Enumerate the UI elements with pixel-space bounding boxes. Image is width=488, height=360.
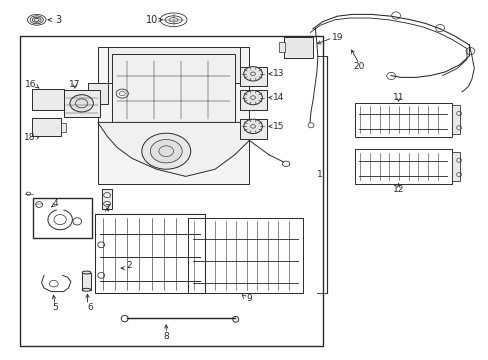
Text: 10: 10 <box>145 15 158 25</box>
Bar <box>102 189 112 209</box>
Bar <box>82 273 91 290</box>
Text: 1: 1 <box>317 170 323 179</box>
Ellipse shape <box>142 133 190 169</box>
Polygon shape <box>98 122 249 176</box>
Bar <box>98 47 249 184</box>
Bar <box>33 198 92 238</box>
Text: 20: 20 <box>353 62 365 71</box>
Bar <box>107 47 239 83</box>
Text: 2: 2 <box>126 261 132 270</box>
Bar <box>63 90 100 117</box>
Bar <box>32 118 61 136</box>
Ellipse shape <box>82 288 91 291</box>
Bar <box>95 214 205 293</box>
Bar <box>354 103 451 137</box>
Text: 16: 16 <box>24 80 36 89</box>
Bar <box>451 152 459 181</box>
Ellipse shape <box>243 90 262 105</box>
Text: 9: 9 <box>246 294 252 302</box>
Ellipse shape <box>243 67 262 81</box>
Bar <box>451 105 459 134</box>
Bar <box>188 218 303 293</box>
Ellipse shape <box>82 271 91 274</box>
Text: 13: 13 <box>272 69 284 78</box>
Bar <box>32 89 63 110</box>
Text: 4: 4 <box>52 199 58 208</box>
Bar <box>20 36 322 346</box>
Bar <box>354 149 451 184</box>
Text: 6: 6 <box>87 303 93 312</box>
Text: 5: 5 <box>52 303 58 312</box>
Bar <box>63 94 69 104</box>
Bar <box>278 42 284 52</box>
Ellipse shape <box>243 119 262 134</box>
Text: 18: 18 <box>23 134 35 143</box>
Bar <box>112 54 234 122</box>
Text: 15: 15 <box>272 122 284 131</box>
Text: 7: 7 <box>104 204 110 213</box>
Text: 11: 11 <box>392 94 404 103</box>
Text: 19: 19 <box>331 33 343 42</box>
Bar <box>283 37 312 58</box>
Text: 12: 12 <box>392 185 404 194</box>
Bar <box>61 123 66 132</box>
Text: 17: 17 <box>69 80 81 89</box>
Bar <box>239 90 266 110</box>
Bar <box>239 119 266 139</box>
Text: 14: 14 <box>272 93 284 102</box>
Ellipse shape <box>70 95 93 112</box>
Text: 3: 3 <box>56 15 61 25</box>
Ellipse shape <box>150 140 182 163</box>
Bar <box>88 83 107 104</box>
Bar <box>239 67 266 86</box>
Text: 8: 8 <box>163 332 169 341</box>
